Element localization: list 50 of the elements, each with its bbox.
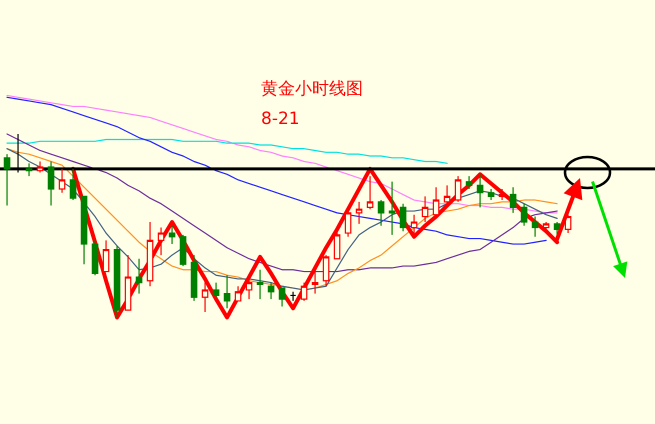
candlestick bbox=[498, 188, 506, 201]
candlestick bbox=[180, 234, 186, 267]
candlestick bbox=[58, 168, 66, 194]
candlestick bbox=[212, 282, 220, 298]
candlestick bbox=[146, 221, 154, 287]
candlestick bbox=[542, 221, 550, 232]
candlestick bbox=[454, 176, 462, 202]
candlestick bbox=[532, 216, 538, 238]
candlestick bbox=[388, 181, 396, 236]
candlestick bbox=[36, 160, 44, 174]
candlestick bbox=[444, 184, 450, 204]
candlestick bbox=[92, 240, 98, 276]
chart-subtitle: 8-21 bbox=[261, 109, 300, 129]
candlestick bbox=[366, 176, 374, 210]
candlestick bbox=[422, 196, 428, 223]
candlestick bbox=[124, 254, 132, 311]
candlestick bbox=[26, 162, 32, 177]
candlestick bbox=[378, 199, 384, 226]
candlestick bbox=[278, 287, 286, 308]
candlestick bbox=[234, 286, 242, 302]
candlestick bbox=[466, 176, 472, 190]
candlestick bbox=[70, 168, 76, 201]
candlestick bbox=[322, 254, 330, 287]
candlestick bbox=[290, 291, 296, 302]
candlestick bbox=[300, 282, 308, 302]
chart-title: 黄金小时线图 bbox=[261, 79, 363, 99]
candlestick bbox=[256, 269, 264, 300]
candlestick bbox=[102, 240, 110, 272]
candlestick bbox=[114, 245, 120, 318]
candlestick bbox=[48, 160, 54, 206]
candlestick bbox=[158, 226, 164, 256]
candlestick bbox=[476, 174, 484, 208]
candlestick bbox=[312, 269, 318, 294]
candlestick bbox=[202, 280, 208, 313]
candlestick bbox=[190, 254, 198, 302]
candlestick bbox=[246, 280, 252, 300]
candlestick bbox=[136, 258, 142, 294]
candlestick bbox=[356, 201, 362, 224]
candlestick bbox=[224, 274, 230, 309]
candlestick bbox=[520, 203, 528, 226]
candlestick bbox=[334, 230, 340, 260]
candlestick bbox=[510, 186, 516, 214]
candlestick bbox=[400, 203, 406, 232]
candlestick bbox=[268, 282, 274, 300]
candlestick bbox=[410, 214, 418, 236]
candlestick bbox=[488, 188, 494, 201]
candlestick bbox=[344, 208, 352, 238]
candlestick bbox=[80, 196, 88, 265]
candlestick bbox=[4, 154, 10, 206]
candlestick bbox=[168, 225, 176, 245]
